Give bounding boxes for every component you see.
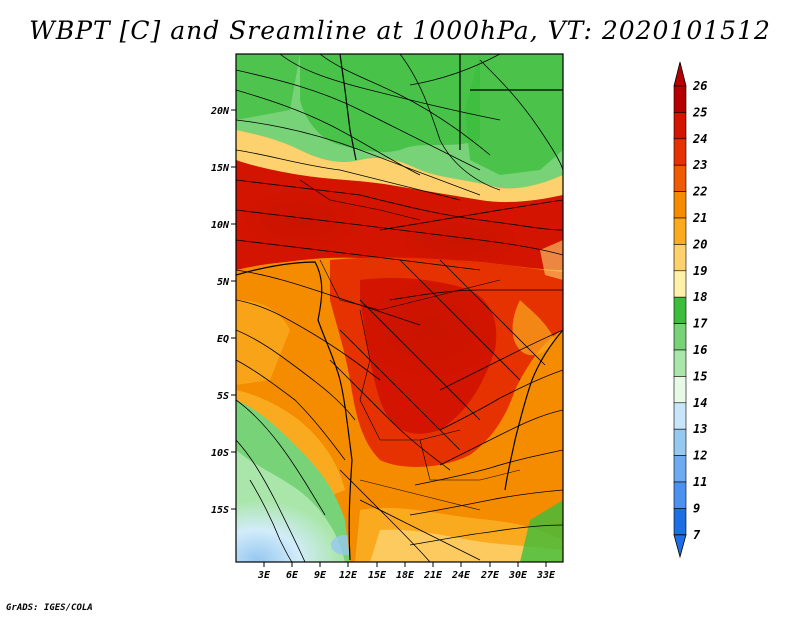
lat-tick-label: 5N xyxy=(217,277,230,288)
colorbar-level-label: 9 xyxy=(693,501,700,515)
lon-tick-label: 27E xyxy=(480,570,500,581)
colorbar-swatch xyxy=(673,85,687,113)
lon-tick-label: 3E xyxy=(257,570,271,581)
colorbar-level-label: 22 xyxy=(692,185,707,199)
colorbar-level-label: 11 xyxy=(693,475,707,489)
colorbar-level-label: 24 xyxy=(692,132,707,146)
colorbar-level-label: 17 xyxy=(693,317,708,331)
colorbar-swatch xyxy=(673,164,687,192)
colorbar-bottom-arrow xyxy=(673,534,687,559)
lat-tick-label: 5S xyxy=(217,391,229,402)
colorbar-swatch xyxy=(673,349,687,377)
colorbar-level-label: 21 xyxy=(692,211,707,225)
lat-tick-label: 10N xyxy=(211,220,230,231)
wbpt-field xyxy=(236,54,563,562)
colorbar-level-label: 12 xyxy=(693,449,707,463)
colorbar-swatch xyxy=(673,402,687,430)
colorbar-swatch xyxy=(673,296,687,324)
colorbar-level-label: 20 xyxy=(692,237,707,251)
lon-axis: 3E 6E 9E 12E 15E 18E 21E 24E 27E 30E 33E xyxy=(257,562,556,581)
lon-tick-label: 6E xyxy=(286,570,299,581)
lon-tick-label: 18E xyxy=(396,570,415,581)
map-frame xyxy=(235,53,564,563)
lat-axis: 20N 15N 10N 5N EQ 5S 10S 15S xyxy=(210,106,236,516)
chart-title: WBPT [C] and Sreamline at 1000hPa, VT: 2… xyxy=(29,16,771,45)
colorbar-level-label: 23 xyxy=(692,158,707,172)
colorbar-top-arrow xyxy=(673,61,687,87)
footer-credit: GrADS: IGES/COLA xyxy=(6,603,93,613)
colorbar-level-label: 25 xyxy=(692,105,707,119)
coastline xyxy=(236,54,563,561)
colorbar-level-label: 14 xyxy=(693,396,707,410)
colorbar: 26 25 24 23 22 21 20 19 18 17 16 15 14 13 12 11 9 7 xyxy=(673,61,708,559)
colorbar-level-label: 18 xyxy=(693,290,707,304)
lon-tick-label: 33E xyxy=(536,570,556,581)
colorbar-level-label: 16 xyxy=(693,343,707,357)
lon-tick-label: 30E xyxy=(508,570,528,581)
colorbar-swatch xyxy=(673,323,687,351)
colorbar-swatch xyxy=(673,138,687,166)
colorbar-level-label: 19 xyxy=(693,264,707,278)
colorbar-swatch xyxy=(673,376,687,404)
country-borders xyxy=(299,179,521,511)
colorbar-swatch xyxy=(673,481,687,509)
colorbar-level-label: 7 xyxy=(693,528,701,542)
colorbar-level-label: 15 xyxy=(693,369,707,383)
lon-tick-label: 12E xyxy=(339,570,358,581)
lat-tick-label: 15S xyxy=(211,505,229,516)
lat-tick-label: 20N xyxy=(210,106,230,117)
colorbar-level-label: 26 xyxy=(692,79,707,93)
colorbar-level-label: 13 xyxy=(693,422,707,436)
lat-tick-label: EQ xyxy=(217,334,229,345)
colorbar-swatch xyxy=(673,191,687,219)
lon-tick-label: 24E xyxy=(451,570,471,581)
colorbar-swatch xyxy=(673,455,687,483)
lat-tick-label: 15N xyxy=(211,163,230,174)
lon-tick-label: 9E xyxy=(314,570,327,581)
colorbar-swatch xyxy=(673,428,687,456)
colorbar-swatch xyxy=(673,508,687,536)
colorbar-swatch xyxy=(673,270,687,298)
lon-tick-label: 21E xyxy=(423,570,443,581)
lon-tick-label: 15E xyxy=(368,570,387,581)
colorbar-swatch xyxy=(673,217,687,245)
lat-tick-label: 10S xyxy=(211,448,229,459)
colorbar-swatch xyxy=(673,244,687,272)
colorbar-swatch xyxy=(673,112,687,140)
